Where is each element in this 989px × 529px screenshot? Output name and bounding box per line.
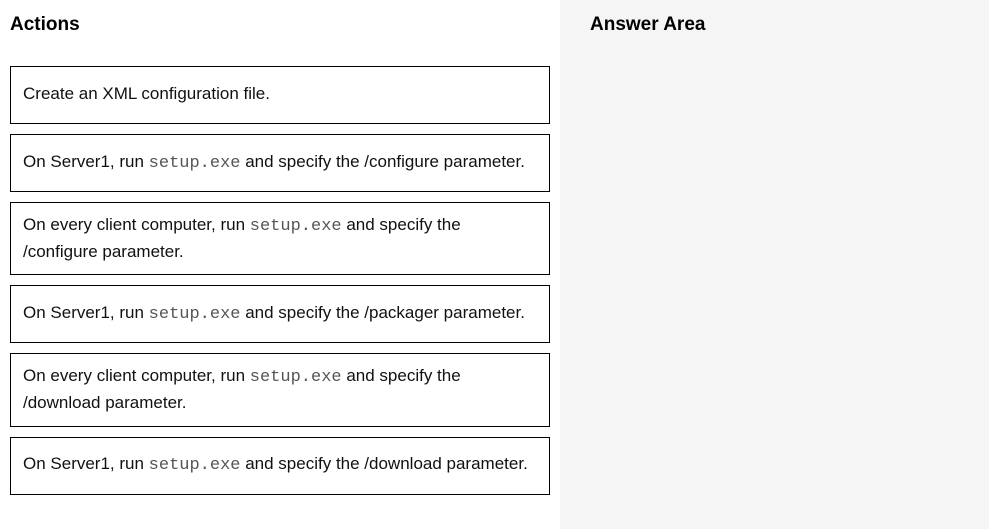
action-pre: On Server1, run [23,303,149,322]
actions-panel: Actions Create an XML configuration file… [0,0,560,529]
action-text: On Server1, run setup.exe and specify th… [23,452,528,479]
action-pre: On Server1, run [23,152,149,171]
action-text: On Server1, run setup.exe and specify th… [23,301,525,328]
action-item[interactable]: On Server1, run setup.exe and specify th… [10,134,550,192]
answer-area-panel[interactable]: Answer Area [560,0,989,529]
action-pre: On every client computer, run [23,366,250,385]
action-pre: On every client computer, run [23,215,250,234]
action-code: setup.exe [250,217,342,236]
action-item[interactable]: On Server1, run setup.exe and specify th… [10,285,550,343]
action-pre: On Server1, run [23,454,149,473]
action-item[interactable]: On every client computer, run setup.exe … [10,202,550,275]
action-text: On every client computer, run setup.exe … [23,364,537,415]
answer-area-heading: Answer Area [590,14,979,36]
action-item[interactable]: On every client computer, run setup.exe … [10,353,550,426]
actions-list: Create an XML configuration file. On Ser… [10,66,550,495]
action-text: On every client computer, run setup.exe … [23,213,537,264]
action-code: setup.exe [149,305,241,324]
action-item[interactable]: On Server1, run setup.exe and specify th… [10,437,550,495]
action-pre: Create an XML configuration file. [23,84,270,103]
action-post: and specify the /configure parameter. [241,152,525,171]
actions-heading: Actions [10,14,550,36]
action-text: On Server1, run setup.exe and specify th… [23,150,525,177]
action-code: setup.exe [149,154,241,173]
action-text: Create an XML configuration file. [23,82,270,109]
action-code: setup.exe [149,456,241,475]
action-code: setup.exe [250,368,342,387]
action-post: and specify the /packager parameter. [241,303,525,322]
action-post: and specify the /download parameter. [241,454,528,473]
action-item[interactable]: Create an XML configuration file. [10,66,550,124]
